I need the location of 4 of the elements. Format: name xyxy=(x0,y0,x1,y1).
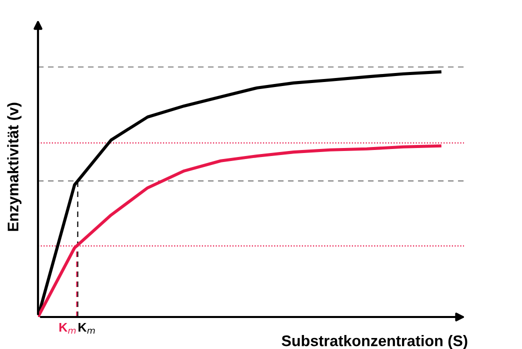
x-axis-title: Substratkonzentration (S) xyxy=(282,335,468,349)
y-axis-title: Enzymaktivität (v) xyxy=(7,102,22,231)
text: K$_{m}$ xyxy=(59,322,76,334)
text: K$_{m}$ xyxy=(78,322,95,334)
